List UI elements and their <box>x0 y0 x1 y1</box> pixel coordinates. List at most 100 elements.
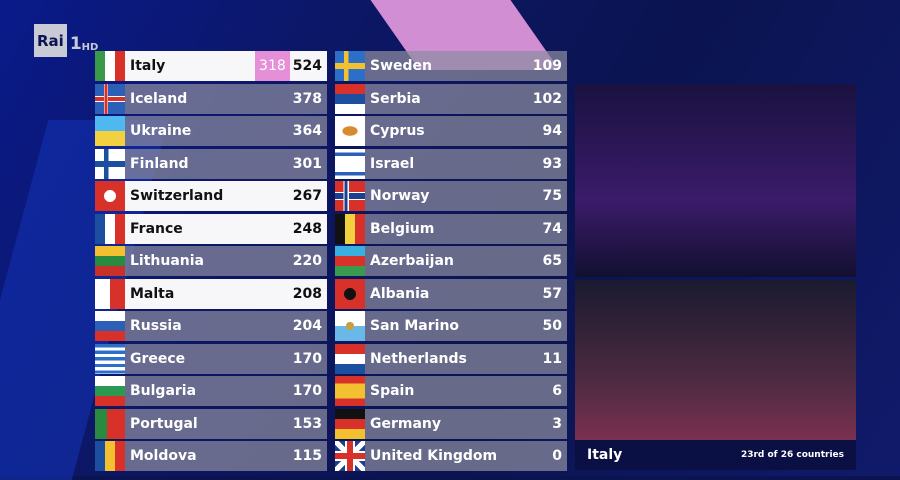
country-name: Italy <box>130 58 166 74</box>
row-body: United Kingdom 0 <box>365 441 567 471</box>
logo-brand: Rai <box>34 24 67 57</box>
points-total: 524 <box>292 58 322 74</box>
country-name: Serbia <box>370 90 421 107</box>
scoreboard-row: Germany 3 <box>335 408 567 439</box>
country-name: Ukraine <box>130 123 192 139</box>
country-name: Bulgaria <box>130 383 197 399</box>
country-name: Norway <box>370 188 430 204</box>
scoreboard-row: United Kingdom 0 <box>335 441 567 471</box>
channel-logo: Rai 1 HD <box>34 24 98 57</box>
country-name: Switzerland <box>130 188 224 204</box>
country-name: Spain <box>370 383 415 399</box>
points-total: 364 <box>292 123 322 139</box>
row-body: Cyprus 94 <box>365 116 567 146</box>
scoreboard-row: Ukraine 364 <box>95 116 327 146</box>
points-total: 378 <box>292 90 322 107</box>
moldova-flag-icon <box>95 441 125 471</box>
row-body: Iceland 378 <box>125 83 327 114</box>
points-total: 65 <box>542 253 562 269</box>
scoreboard-row: Russia 204 <box>95 311 327 341</box>
points-total: 208 <box>292 285 322 302</box>
san-marino-flag-icon <box>335 311 365 341</box>
scoreboard-row: San Marino 50 <box>335 311 567 341</box>
country-name: Albania <box>370 285 430 302</box>
points-total: 170 <box>292 350 322 367</box>
serbia-flag-icon <box>335 83 365 114</box>
albania-flag-icon <box>335 278 365 309</box>
country-name: Finland <box>130 155 189 172</box>
scoreboard-row: Iceland 378 <box>95 83 327 114</box>
points-total: 57 <box>542 285 562 302</box>
country-name: San Marino <box>370 318 460 334</box>
italy-flag-icon <box>95 51 125 81</box>
greece-flag-icon <box>95 343 125 374</box>
norway-flag-icon <box>335 181 365 211</box>
scoreboard-row: Switzerland 267 <box>95 181 327 211</box>
country-name: Netherlands <box>370 350 467 367</box>
scoreboard-row: Netherlands 11 <box>335 343 567 374</box>
points-total: 267 <box>292 188 322 204</box>
belgium-flag-icon <box>335 213 365 244</box>
points-total: 248 <box>292 220 322 237</box>
switzerland-flag-icon <box>95 181 125 211</box>
country-name: Israel <box>370 155 415 172</box>
israel-flag-icon <box>335 148 365 179</box>
row-body: Serbia 102 <box>365 83 567 114</box>
country-name: Malta <box>130 285 175 302</box>
netherlands-flag-icon <box>335 343 365 374</box>
row-body: Moldova 115 <box>125 441 327 471</box>
country-name: Lithuania <box>130 253 205 269</box>
row-body: Netherlands 11 <box>365 343 567 374</box>
points-total: 109 <box>532 58 562 74</box>
row-body: France 248 <box>125 213 327 244</box>
points-total: 220 <box>292 253 322 269</box>
row-body: Israel 93 <box>365 148 567 179</box>
scoreboard-row: Albania 57 <box>335 278 567 309</box>
row-body: Albania 57 <box>365 278 567 309</box>
country-name: Moldova <box>130 448 197 464</box>
row-body: Ukraine 364 <box>125 116 327 146</box>
country-name: Cyprus <box>370 123 425 139</box>
points-total: 50 <box>542 318 562 334</box>
row-body: Finland 301 <box>125 148 327 179</box>
video-hosts <box>575 84 856 277</box>
germany-flag-icon <box>335 408 365 439</box>
country-name: Germany <box>370 415 442 432</box>
country-name: Azerbaijan <box>370 253 454 269</box>
points-added: 318 <box>255 51 290 81</box>
iceland-flag-icon <box>95 83 125 114</box>
scoreboard-row: Norway 75 <box>335 181 567 211</box>
logo-channel: 1 <box>69 34 82 54</box>
row-body: San Marino 50 <box>365 311 567 341</box>
points-total: 11 <box>542 350 562 367</box>
caption-country: Italy <box>587 447 623 463</box>
row-body: Azerbaijan 65 <box>365 246 567 276</box>
spain-flag-icon <box>335 376 365 406</box>
united-kingdom-flag-icon <box>335 441 365 471</box>
scoreboard-row: Azerbaijan 65 <box>335 246 567 276</box>
points-total: 153 <box>292 415 322 432</box>
lithuania-flag-icon <box>95 246 125 276</box>
country-name: Russia <box>130 318 182 334</box>
points-total: 170 <box>292 383 322 399</box>
bulgaria-flag-icon <box>95 376 125 406</box>
points-total: 301 <box>292 155 322 172</box>
points-total: 115 <box>292 448 322 464</box>
portugal-flag-icon <box>95 408 125 439</box>
finland-flag-icon <box>95 148 125 179</box>
azerbaijan-flag-icon <box>335 246 365 276</box>
points-total: 6 <box>552 383 562 399</box>
scoreboard-row: France 248 <box>95 213 327 244</box>
country-name: United Kingdom <box>370 448 498 464</box>
row-body: Bulgaria 170 <box>125 376 327 406</box>
row-body: Malta 208 <box>125 278 327 309</box>
points-total: 75 <box>542 188 562 204</box>
scoreboard-row: Malta 208 <box>95 278 327 309</box>
row-body: Belgium 74 <box>365 213 567 244</box>
video-greenroom <box>575 280 856 440</box>
logo-hd: HD <box>81 42 99 53</box>
france-flag-icon <box>95 213 125 244</box>
cyprus-flag-icon <box>335 116 365 146</box>
scoreboard-row: Cyprus 94 <box>335 116 567 146</box>
row-body: Russia 204 <box>125 311 327 341</box>
